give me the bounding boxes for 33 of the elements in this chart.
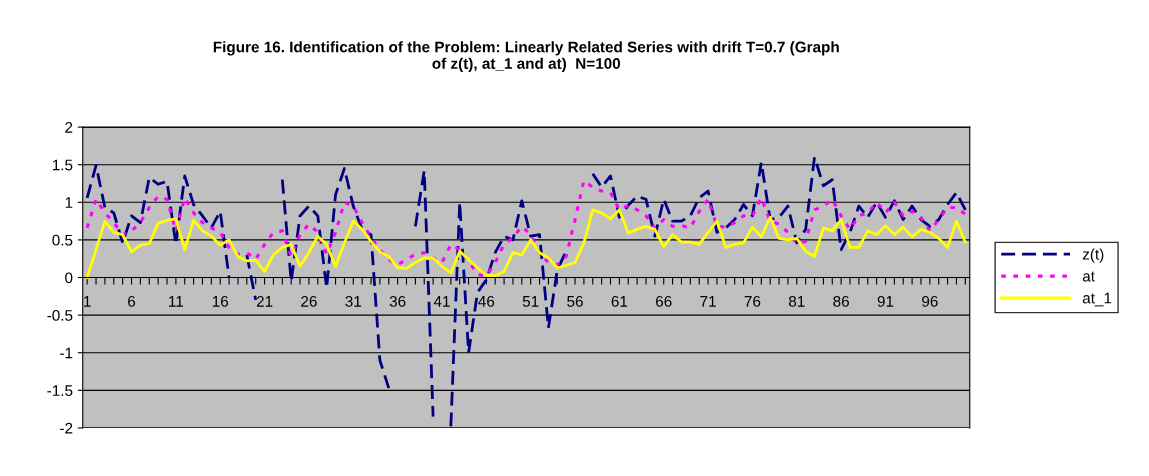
x-tick-label: 1 — [84, 296, 91, 307]
legend-label: at_1 — [1082, 292, 1112, 307]
x-tick-label: 21 — [256, 295, 273, 307]
x-tick-label: 51 — [522, 296, 539, 307]
x-tick-label: 46 — [478, 295, 495, 307]
x-tick-label: 56 — [567, 295, 583, 307]
y-tick-label: 2 — [65, 121, 73, 133]
x-tick-label: 96 — [922, 295, 938, 307]
x-tick-label: 6 — [128, 295, 136, 307]
x-tick-label: 16 — [212, 295, 229, 307]
legend-label: at — [1082, 271, 1095, 282]
legend-label: z(t) — [1082, 248, 1104, 263]
y-tick-label: -1 — [60, 347, 73, 359]
x-tick-label: 91 — [877, 295, 894, 307]
y-tick-label: 0.5 — [52, 234, 73, 246]
y-tick-label: 1 — [65, 197, 73, 208]
x-tick-label: 86 — [833, 295, 849, 307]
y-tick-label: 0 — [65, 272, 73, 284]
y-tick-label: 1.5 — [52, 159, 73, 171]
x-tick-label: 31 — [345, 295, 362, 307]
x-tick-label: 66 — [656, 295, 672, 307]
x-tick-label: 41 — [433, 296, 450, 307]
y-tick-label: -0.5 — [47, 309, 73, 321]
x-tick-label: 71 — [700, 296, 716, 307]
chart-title: Figure 16. Identification of the Problem: Linearly Related Series with drift T=0.7 (Graph of z(t), at_1 and at) N=100 — [213, 41, 839, 72]
x-tick-label: 26 — [301, 295, 317, 307]
x-tick-label: 76 — [744, 295, 761, 307]
y-tick-label: -1.5 — [47, 385, 73, 397]
y-tick-label: -2 — [60, 422, 73, 434]
x-tick-label: 61 — [611, 295, 628, 307]
x-tick-label: 36 — [389, 295, 406, 307]
x-tick-label: 81 — [788, 295, 805, 307]
x-tick-label: 11 — [169, 296, 184, 307]
